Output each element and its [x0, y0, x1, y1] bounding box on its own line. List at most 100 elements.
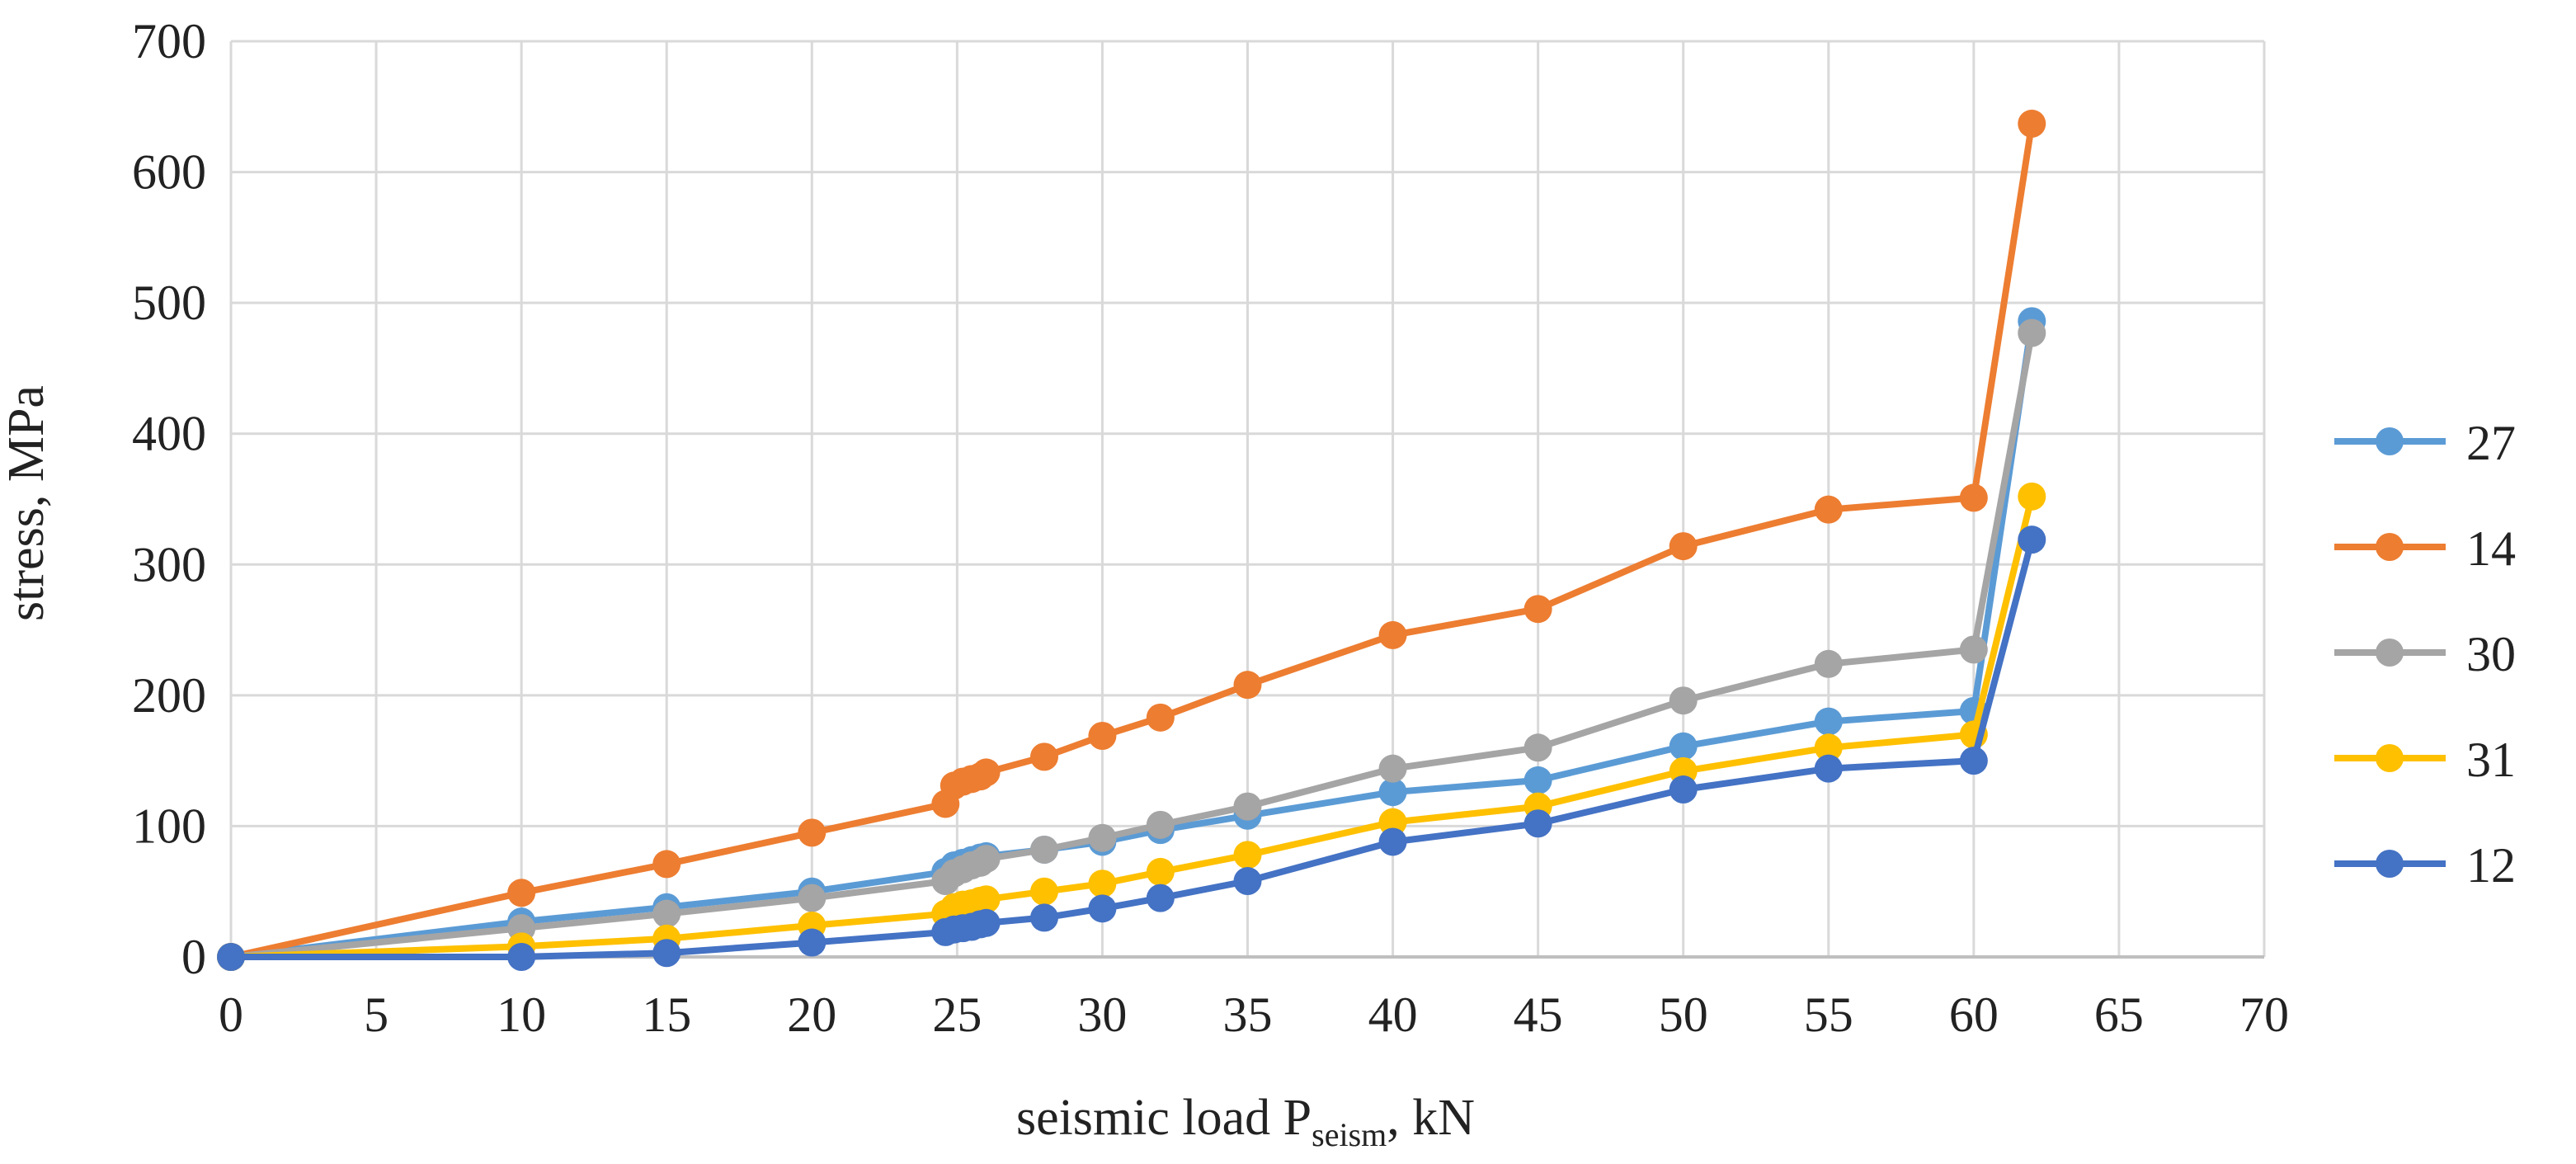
data-point-14 — [1146, 703, 1175, 732]
legend-label: 31 — [2466, 733, 2516, 787]
legend-item-12: 12 — [2334, 838, 2516, 893]
data-point-14 — [1030, 742, 1058, 771]
series-12 — [217, 525, 2046, 971]
data-point-30 — [1523, 733, 1552, 762]
legend-label: 27 — [2466, 416, 2516, 470]
y-tick-label: 0 — [181, 930, 206, 984]
axes: 0 5 10 15 20 25 30 35 40 45 50 55 60 65 70010020030040… — [132, 14, 2289, 1042]
data-point-27 — [1669, 732, 1698, 761]
data-point-12 — [1959, 747, 1988, 775]
y-tick-label: 100 — [132, 799, 206, 853]
y-tick-label: 400 — [132, 407, 206, 461]
legend-swatch-marker — [2376, 639, 2404, 667]
data-point-12 — [972, 908, 1001, 937]
x-tick-label: 55 — [1804, 987, 1853, 1042]
legend-label: 12 — [2466, 838, 2516, 893]
data-point-30 — [1814, 649, 1843, 678]
x-tick-label: 10 — [497, 987, 546, 1042]
legend-label: 30 — [2466, 627, 2516, 681]
x-tick-label: 20 — [787, 987, 836, 1042]
x-axis-title: seismic load Pseism, kN — [1016, 1090, 1475, 1153]
data-point-27 — [1378, 778, 1407, 807]
y-tick-label: 200 — [132, 668, 206, 723]
data-point-14 — [652, 850, 681, 879]
x-axis-title-subscript: seism — [1312, 1116, 1387, 1153]
y-tick-label: 600 — [132, 145, 206, 200]
series-30 — [217, 318, 2046, 971]
data-point-14 — [1959, 483, 1988, 512]
data-point-30 — [2018, 318, 2046, 347]
x-tick-label: 25 — [932, 987, 982, 1042]
series-14 — [217, 109, 2046, 971]
data-point-30 — [1146, 810, 1175, 839]
x-tick-label: 5 — [364, 987, 389, 1042]
x-tick-label: 15 — [642, 987, 691, 1042]
x-axis-title-unit: , kN — [1387, 1090, 1475, 1146]
data-point-12 — [1378, 827, 1407, 856]
data-point-14 — [2018, 109, 2046, 138]
data-point-12 — [652, 939, 681, 968]
data-point-12 — [1669, 775, 1698, 804]
data-point-31 — [1030, 877, 1058, 906]
x-tick-label: 70 — [2239, 987, 2289, 1042]
data-point-30 — [1088, 823, 1117, 852]
legend: 27 14 30 31 12 — [2334, 416, 2516, 893]
y-tick-label: 700 — [132, 14, 206, 68]
data-point-31 — [2018, 482, 2046, 511]
data-point-30 — [1233, 792, 1262, 821]
data-point-12 — [507, 943, 536, 971]
data-point-12 — [1088, 894, 1117, 923]
data-point-31 — [1146, 857, 1175, 886]
data-point-30 — [1669, 686, 1698, 715]
x-tick-label: 60 — [1949, 987, 1999, 1042]
legend-swatch-marker — [2376, 744, 2404, 772]
data-point-12 — [798, 928, 826, 957]
data-point-31 — [972, 885, 1001, 914]
data-point-14 — [798, 818, 826, 847]
legend-swatch-marker — [2376, 533, 2404, 561]
x-tick-label: 50 — [1659, 987, 1708, 1042]
legend-label: 14 — [2466, 521, 2516, 576]
x-tick-label: 40 — [1368, 987, 1418, 1042]
grid — [229, 40, 2266, 959]
data-point-14 — [507, 879, 536, 907]
legend-item-30: 30 — [2334, 627, 2516, 681]
data-point-14 — [972, 758, 1001, 787]
data-point-14 — [1814, 495, 1843, 524]
data-point-12 — [1233, 867, 1262, 896]
x-tick-label: 35 — [1223, 987, 1273, 1042]
data-point-12 — [2018, 525, 2046, 554]
data-point-14 — [1233, 671, 1262, 700]
x-tick-label: 45 — [1514, 987, 1563, 1042]
legend-swatch-marker — [2376, 427, 2404, 455]
data-point-30 — [972, 845, 1001, 874]
data-point-12 — [217, 943, 245, 971]
x-tick-label: 65 — [2094, 987, 2144, 1042]
series-line-31 — [228, 492, 2036, 960]
series-line-30 — [228, 329, 2036, 960]
data-point-31 — [1088, 869, 1117, 898]
legend-item-31: 31 — [2334, 733, 2516, 787]
data-point-30 — [652, 899, 681, 928]
data-point-27 — [1523, 766, 1552, 794]
data-point-12 — [1146, 884, 1175, 912]
y-tick-label: 500 — [132, 276, 206, 330]
series-line-12 — [228, 536, 2036, 960]
series-group — [217, 109, 2046, 971]
x-axis-title-main: seismic load P — [1016, 1090, 1312, 1146]
data-point-30 — [1959, 635, 1988, 664]
data-point-27 — [1814, 707, 1843, 736]
series-line-14 — [228, 120, 2036, 960]
data-point-14 — [1088, 722, 1117, 751]
data-point-12 — [1523, 809, 1552, 838]
y-axis-title: stress, MPa — [0, 385, 54, 621]
data-point-14 — [1669, 532, 1698, 561]
data-point-12 — [1814, 754, 1843, 783]
data-point-14 — [1523, 595, 1552, 624]
legend-item-27: 27 — [2334, 416, 2516, 470]
data-point-30 — [1378, 754, 1407, 783]
y-tick-label: 300 — [132, 537, 206, 591]
data-point-30 — [798, 884, 826, 912]
